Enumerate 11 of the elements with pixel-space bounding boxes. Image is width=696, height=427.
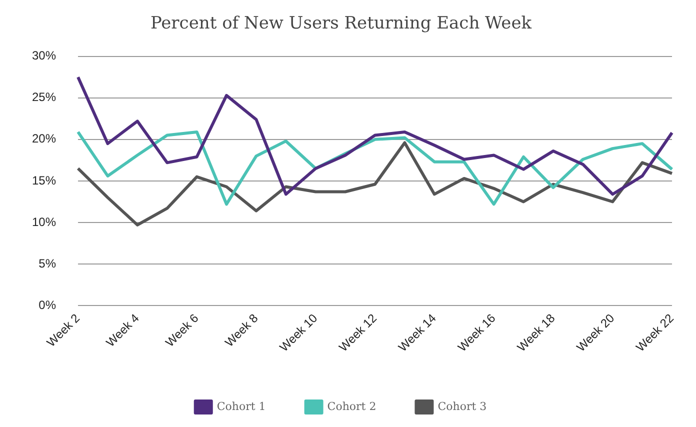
y-tick-label: 10% xyxy=(32,214,56,229)
legend-label: Cohort 1 xyxy=(216,400,266,413)
y-tick-label: 15% xyxy=(32,173,56,188)
chart-title: Percent of New Users Returning Each Week xyxy=(150,14,532,34)
y-tick-label: 20% xyxy=(32,132,56,146)
legend-label: Cohort 3 xyxy=(438,400,487,413)
y-tick-label: 30% xyxy=(32,48,56,63)
y-tick-label: 0% xyxy=(38,298,56,312)
y-tick-label: 5% xyxy=(38,256,56,270)
legend-label: Cohort 2 xyxy=(327,400,376,413)
y-tick-label: 25% xyxy=(32,90,56,104)
